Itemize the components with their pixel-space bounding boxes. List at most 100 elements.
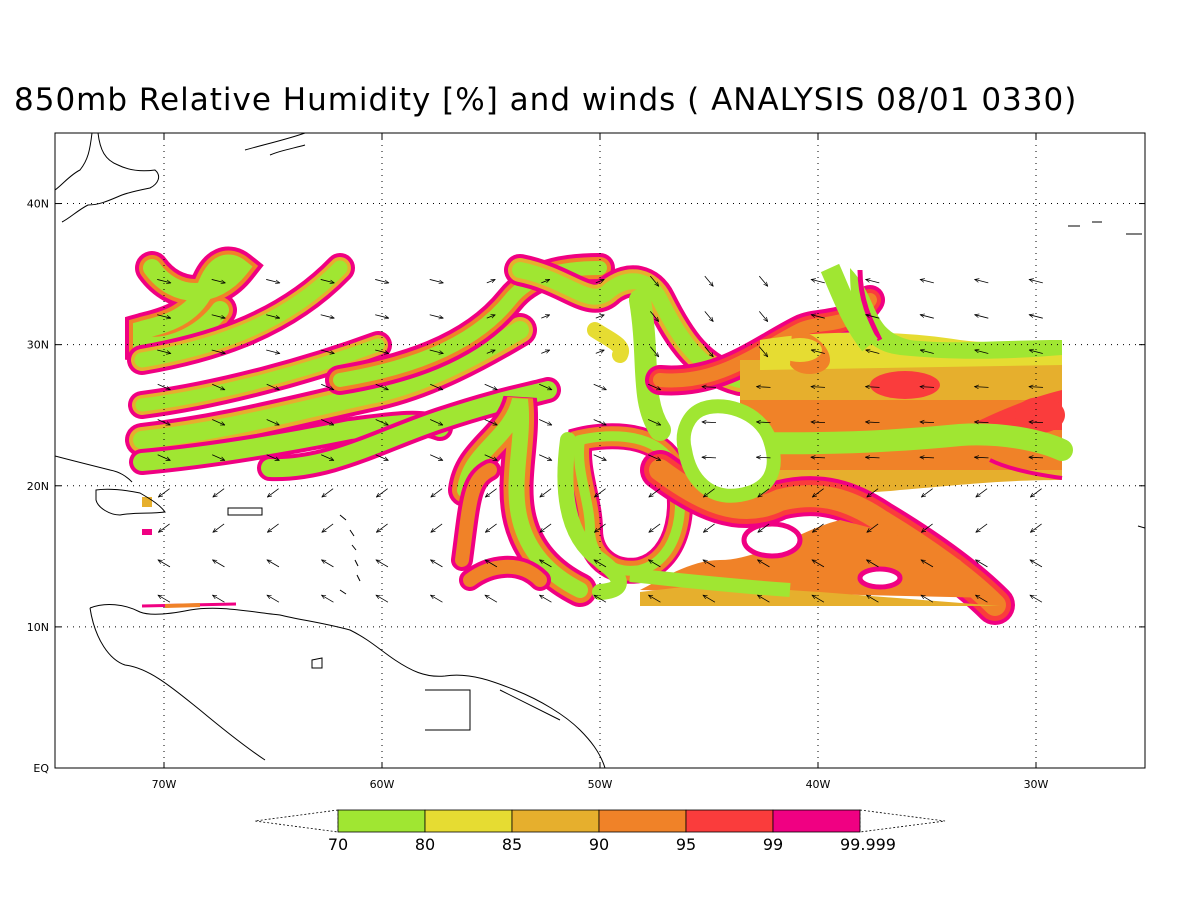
wind-arrow-icon	[702, 457, 717, 458]
humidity-band-northwest	[125, 246, 561, 482]
wind-arrow-icon	[975, 279, 989, 284]
wind-arrow-icon	[593, 419, 607, 426]
colorbar-label: 85	[502, 835, 522, 854]
wind-arrow-icon	[975, 387, 989, 388]
wind-arrow-icon	[322, 595, 334, 603]
wind-arrow-icon	[1029, 315, 1043, 319]
lat-tick-label: 20N	[27, 480, 49, 493]
humidity-band-west	[141, 497, 237, 608]
lon-tick-label: 70W	[152, 778, 177, 791]
wind-arrow-icon	[811, 422, 826, 423]
wind-arrow-icon	[540, 488, 552, 497]
wind-arrow-icon	[1030, 488, 1042, 497]
wind-arrow-icon	[812, 595, 825, 603]
wind-arrow-icon	[594, 488, 606, 497]
wind-arrow-icon	[758, 311, 767, 321]
lon-tick-label: 50W	[588, 778, 613, 791]
wind-arrow-icon	[212, 454, 225, 461]
wind-arrow-icon	[920, 279, 934, 284]
wind-arrow-icon	[867, 560, 879, 568]
wind-arrow-icon	[920, 422, 935, 423]
wind-arrow-icon	[976, 560, 988, 568]
wind-arrow-icon	[429, 314, 444, 318]
wind-arrow-icon	[429, 349, 444, 353]
wind-arrow-icon	[921, 523, 933, 532]
colorbar-label: 90	[589, 835, 609, 854]
wind-arrow-icon	[593, 454, 607, 461]
wind-arrow-icon	[867, 488, 879, 497]
wind-arrow-icon	[157, 349, 171, 353]
wind-arrow-icon	[485, 560, 498, 568]
cuba-coast	[55, 455, 133, 483]
wind-arrow-icon	[541, 315, 549, 319]
wind-arrow-icon	[213, 523, 225, 532]
wind-arrow-icon	[211, 314, 226, 318]
wind-arrow-icon	[1029, 350, 1043, 354]
wind-arrow-icon	[649, 523, 661, 532]
colorbar-label: 70	[328, 835, 348, 854]
colorbar-swatch	[772, 809, 861, 833]
wind-arrow-icon	[486, 350, 495, 354]
wind-arrow-icon	[921, 595, 934, 603]
wind-arrow-icon	[376, 523, 388, 532]
wind-arrow-icon	[157, 314, 171, 318]
wind-arrow-icon	[758, 560, 770, 568]
colorbar-left-extension	[254, 809, 339, 833]
colorbar-swatch	[598, 809, 687, 833]
wind-arrow-icon	[649, 346, 658, 357]
wind-arrow-icon	[157, 454, 171, 461]
wind-arrow-icon	[266, 314, 280, 318]
axis-ticks: 70W 60W 50W 40W 30W EQ 10N 20N 30N 40N	[27, 133, 1145, 791]
wind-arrow-icon	[866, 350, 880, 354]
wind-arrow-icon	[211, 349, 226, 353]
wind-arrow-icon	[486, 315, 495, 319]
wind-arrow-icon	[702, 422, 717, 423]
wind-arrow-icon	[212, 383, 225, 391]
wind-arrow-icon	[758, 488, 770, 497]
wind-arrow-icon	[811, 279, 825, 284]
lat-tick-label: 30N	[27, 339, 49, 352]
wind-arrow-icon	[211, 279, 226, 282]
wind-arrow-icon	[266, 279, 280, 282]
wind-arrow-icon	[322, 560, 334, 568]
wind-arrow-icon	[485, 488, 497, 497]
wind-arrow-icon	[758, 595, 770, 603]
wind-arrow-icon	[704, 346, 713, 357]
wind-arrow-icon	[975, 422, 989, 423]
wind-arrow-icon	[866, 457, 880, 458]
wind-arrow-icon	[703, 488, 715, 497]
wind-arrow-icon	[704, 311, 713, 321]
wind-arrow-icon	[866, 387, 880, 388]
lon-tick-label: 60W	[370, 778, 395, 791]
wind-arrow-icon	[213, 560, 225, 568]
wind-arrow-icon	[376, 560, 389, 568]
wind-arrow-icon	[811, 350, 825, 354]
wind-arrow-icon	[267, 560, 280, 568]
wind-arrow-icon	[975, 457, 989, 458]
wind-arrow-icon	[703, 560, 716, 568]
wind-arrow-icon	[920, 350, 934, 354]
wind-arrow-icon	[486, 279, 495, 284]
wind-arrow-icon	[594, 523, 606, 532]
wind-arrow-icon	[158, 488, 170, 497]
humidity-band-east	[629, 263, 1073, 625]
wind-arrow-icon	[431, 523, 443, 532]
azores-coast	[1068, 221, 1142, 235]
colorbar-swatch	[685, 809, 774, 833]
wind-arrow-icon	[431, 560, 443, 568]
wind-arrow-icon	[758, 523, 770, 532]
wind-arrow-icon	[213, 595, 225, 603]
north-america-coast	[55, 133, 160, 223]
chart-title: 850mb Relative Humidity [%] and winds ( …	[14, 82, 1078, 118]
wind-arrow-icon	[158, 560, 171, 568]
wind-arrow-icon	[812, 488, 824, 497]
wind-arrow-icon	[321, 419, 334, 426]
wind-arrow-icon	[648, 454, 661, 461]
colorbar-swatch	[511, 809, 600, 833]
wind-arrow-icon	[375, 349, 389, 353]
colorbar-right-extension	[859, 809, 946, 833]
wind-arrow-icon	[320, 314, 335, 318]
wind-arrow-icon	[429, 279, 444, 282]
wind-arrow-icon	[976, 488, 988, 497]
